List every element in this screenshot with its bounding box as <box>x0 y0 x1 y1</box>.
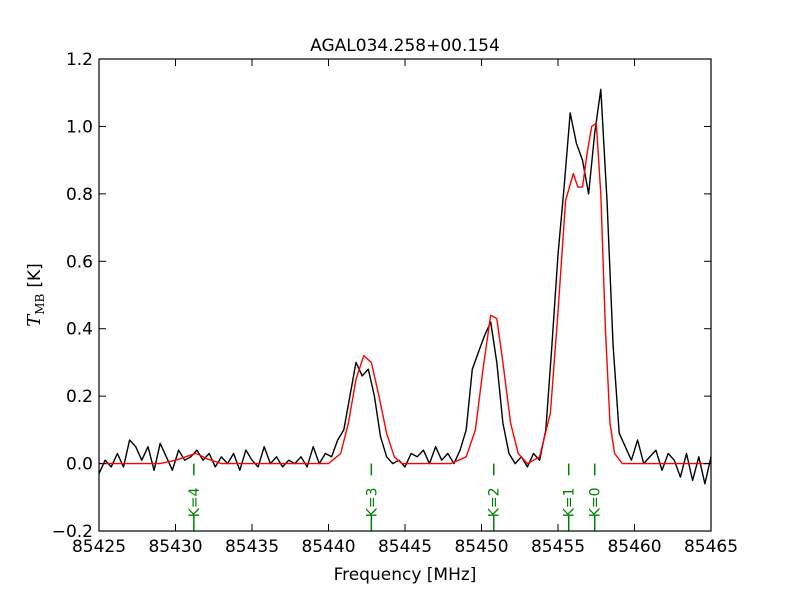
marker-label: K=3 <box>364 487 380 517</box>
y-tick-label: 0.2 <box>66 387 93 407</box>
marker-k3: K=3 <box>364 463 380 531</box>
y-tick-label: 1.2 <box>66 50 93 70</box>
y-tick-label: 1.0 <box>66 117 93 137</box>
observed-spectrum-line <box>98 88 712 485</box>
marker-label: K=2 <box>487 487 503 517</box>
y-axis-symbol: T <box>24 313 45 327</box>
series-layer <box>98 88 712 485</box>
transition-markers: K=4 K=3 K=2 K=1 K=0 <box>187 463 604 531</box>
y-axis-subscript: MB <box>33 293 47 314</box>
chart-title: AGAL034.258+00.154 <box>310 36 500 56</box>
x-tick-label: 85445 <box>378 537 432 557</box>
x-tick-label: 85425 <box>72 537 126 557</box>
x-tick-label: 85430 <box>148 537 202 557</box>
svg-text:TMB[K]: TMB [K] <box>24 263 47 327</box>
y-tick-label: 0.8 <box>66 185 93 205</box>
y-tick-label: 0.4 <box>66 320 93 340</box>
marker-k2: K=2 <box>487 463 503 531</box>
x-tick-label: 85465 <box>684 537 738 557</box>
fit-line <box>99 122 711 465</box>
x-axis-ticks: 85425 85430 85435 85440 85445 85450 85455 85460… <box>72 59 738 557</box>
x-tick-label: 85450 <box>454 537 508 557</box>
marker-k1: K=1 <box>562 463 578 531</box>
y-tick-label: −0.2 <box>52 522 93 542</box>
x-tick-label: 85440 <box>301 537 355 557</box>
marker-label: K=0 <box>588 487 604 517</box>
y-tick-label: 0.6 <box>66 252 93 272</box>
y-tick-label: 0.0 <box>66 455 93 475</box>
marker-label: K=4 <box>187 487 203 517</box>
y-axis-ticks: −0.2 0.0 0.2 0.4 0.6 0.8 1.0 1.2 <box>52 50 711 542</box>
y-axis-unit: [K] <box>25 263 45 287</box>
marker-k0: K=0 <box>588 463 604 531</box>
x-axis-title: Frequency [MHz] <box>334 565 477 585</box>
x-tick-label: 85435 <box>225 537 279 557</box>
y-axis-title: TMB [K] <box>24 263 47 327</box>
x-tick-label: 85455 <box>531 537 585 557</box>
marker-k4: K=4 <box>187 463 203 531</box>
x-tick-label: 85460 <box>607 537 661 557</box>
plot-area: K=4 K=3 K=2 K=1 K=0 85425 85430 85435 85440 8544… <box>52 50 738 557</box>
marker-label: K=1 <box>562 487 578 517</box>
